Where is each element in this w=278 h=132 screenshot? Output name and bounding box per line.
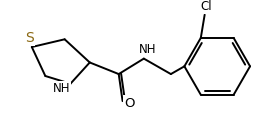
Text: S: S bbox=[26, 31, 34, 45]
Text: NH: NH bbox=[53, 82, 71, 95]
Text: Cl: Cl bbox=[201, 1, 212, 13]
Text: NH: NH bbox=[139, 43, 157, 56]
Text: O: O bbox=[124, 96, 135, 110]
